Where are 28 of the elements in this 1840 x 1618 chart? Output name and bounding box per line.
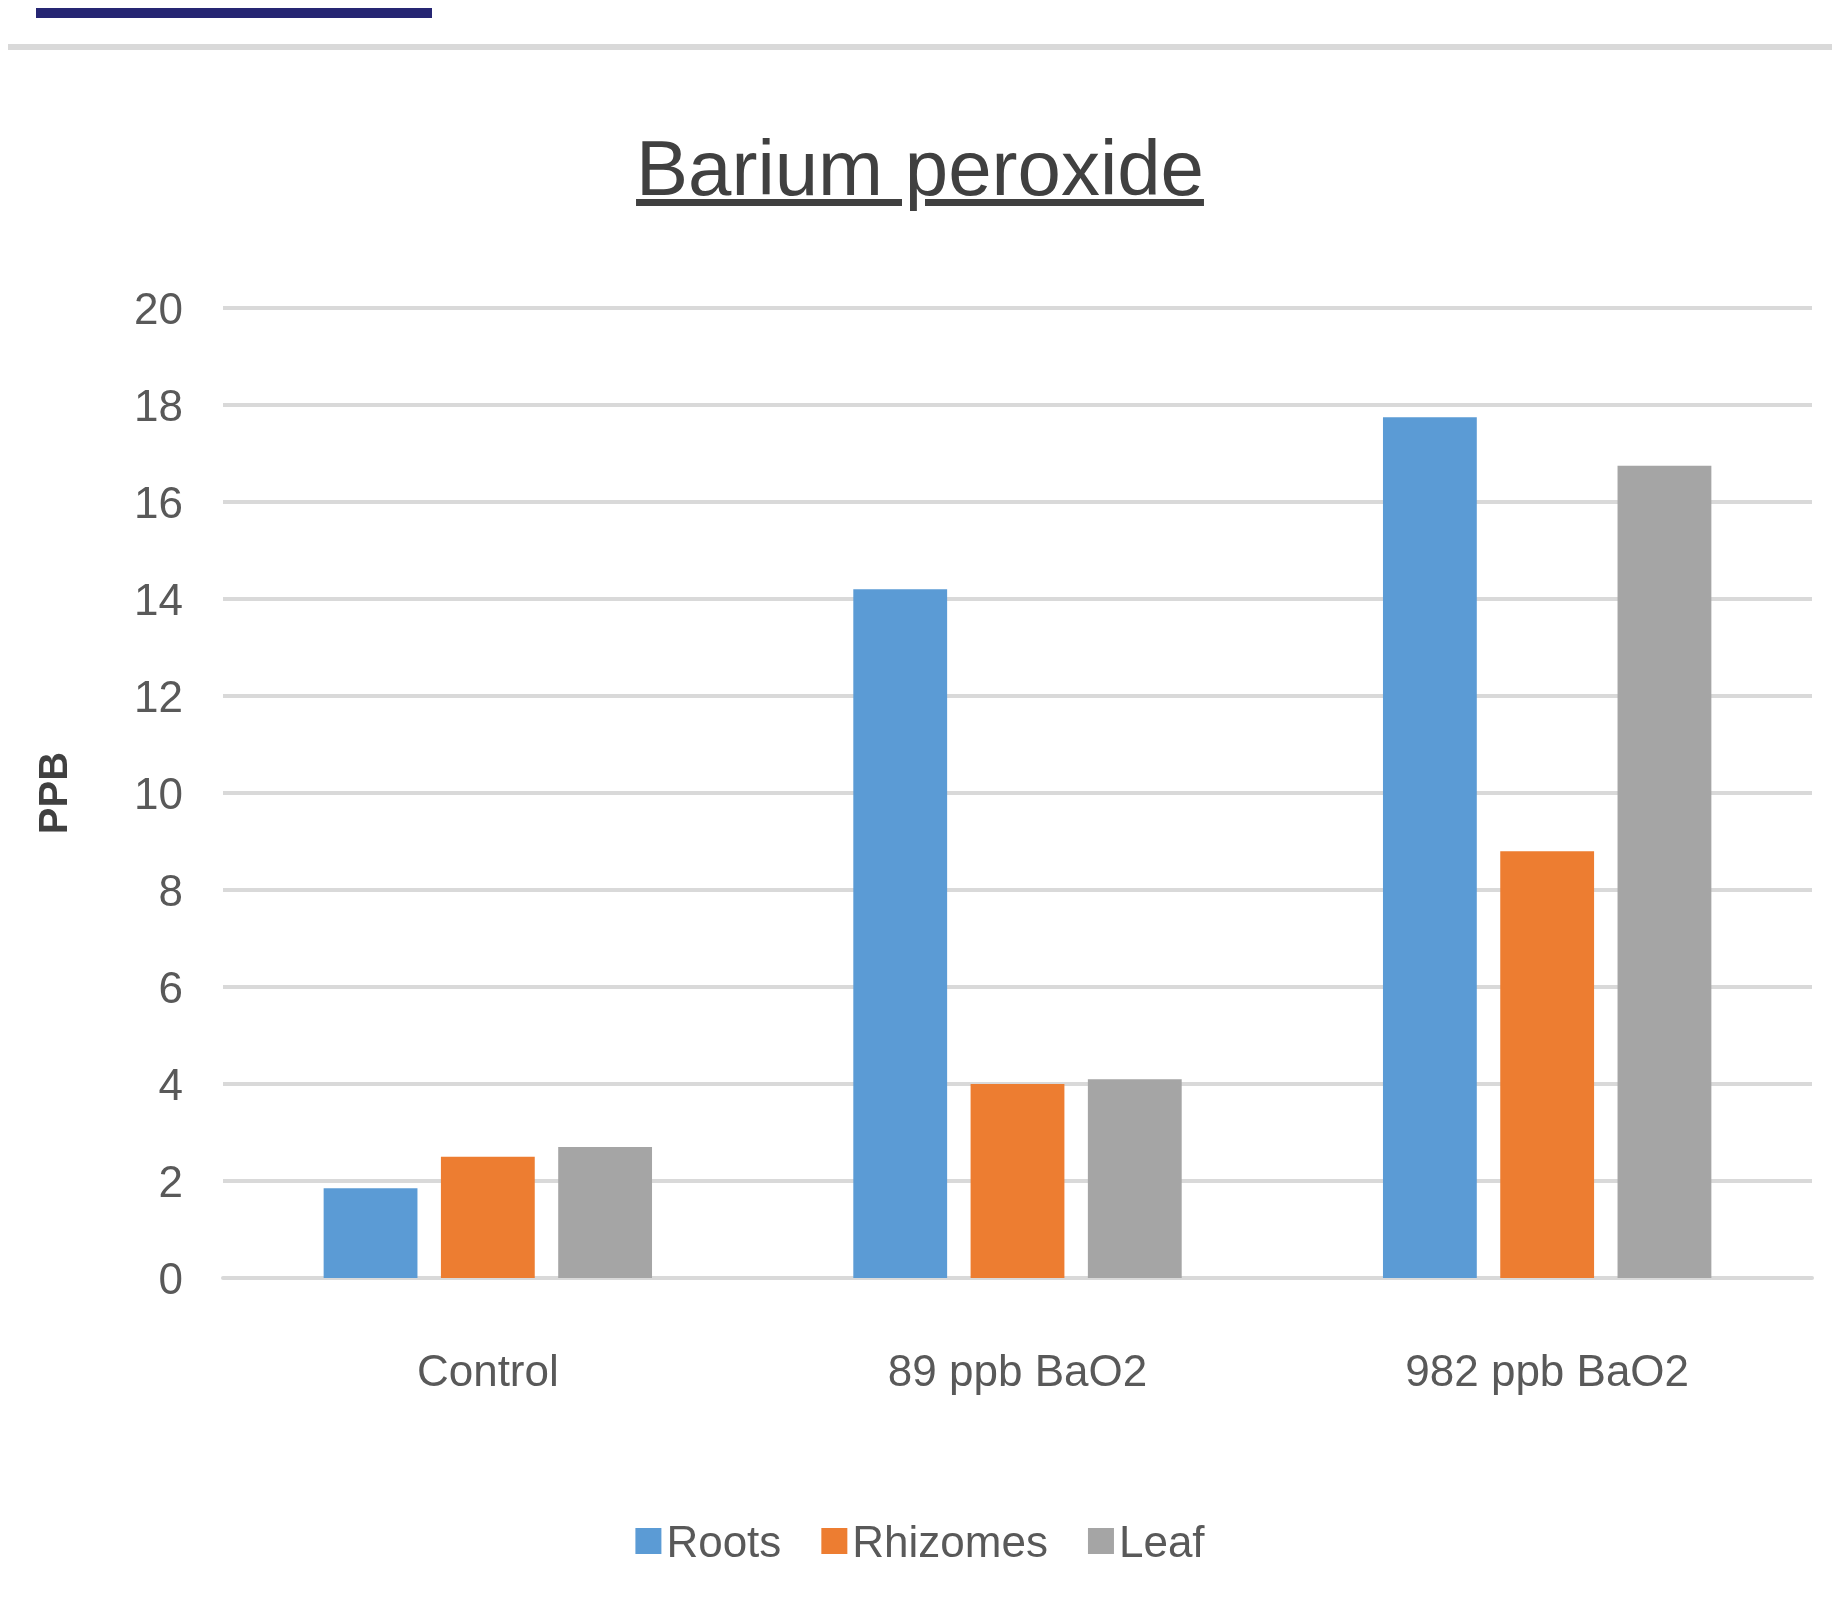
- y-tick-label: 10: [134, 768, 183, 818]
- y-tick-label: 8: [158, 865, 183, 915]
- y-tick-label: 18: [134, 380, 183, 430]
- x-tick-label: 89 ppb BaO2: [887, 1345, 1148, 1395]
- bar: [1087, 1079, 1182, 1278]
- y-axis-title: PPB: [31, 751, 75, 835]
- y-tick-label: 6: [158, 962, 183, 1012]
- bar: [440, 1156, 535, 1278]
- bar: [970, 1084, 1065, 1278]
- y-tick-label: 2: [158, 1156, 183, 1206]
- y-tick-label: 0: [158, 1253, 183, 1303]
- y-tick-label: 14: [134, 574, 183, 624]
- legend-label: Roots: [666, 1516, 782, 1566]
- x-tick-label: 982 ppb BaO2: [1405, 1345, 1690, 1395]
- legend-label: Leaf: [1118, 1516, 1206, 1566]
- bar: [1382, 417, 1477, 1278]
- y-tick-label: 4: [158, 1059, 183, 1109]
- bar: [558, 1147, 653, 1278]
- y-tick-label: 16: [134, 477, 183, 527]
- y-tick-label: 20: [134, 283, 183, 333]
- x-tick-label: Control: [416, 1345, 559, 1395]
- bar: [323, 1188, 418, 1278]
- legend-label: Rhizomes: [852, 1516, 1048, 1566]
- y-tick-label: 12: [134, 671, 183, 721]
- bar: [853, 589, 948, 1278]
- bar: [1500, 851, 1595, 1278]
- bar: [1617, 465, 1712, 1278]
- chart-title: Barium peroxide: [635, 123, 1205, 214]
